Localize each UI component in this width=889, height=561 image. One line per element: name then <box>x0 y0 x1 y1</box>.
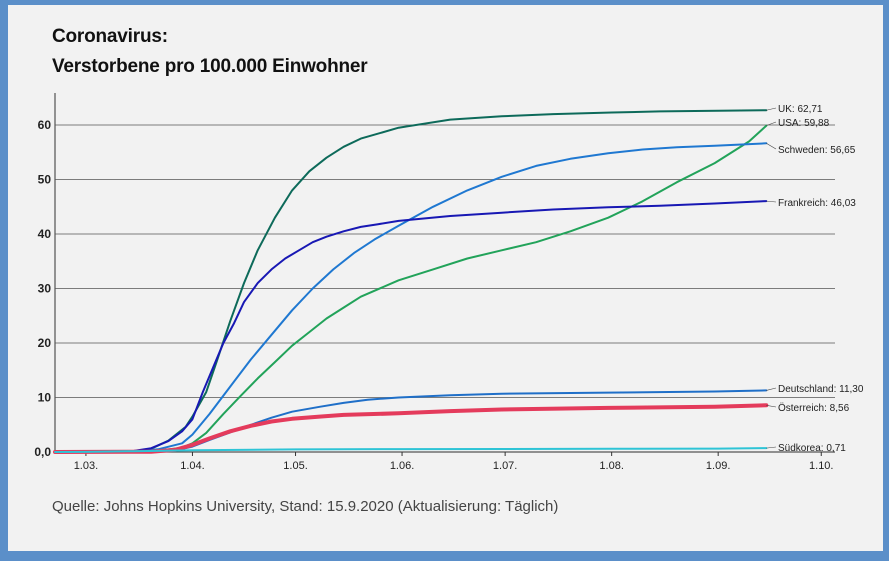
y-tick-label: 40 <box>38 227 52 241</box>
x-tick-label: 1.04. <box>180 460 204 472</box>
series-line-frankreich <box>54 200 768 453</box>
series-lines <box>53 109 769 454</box>
label-leader <box>766 405 777 408</box>
series-label-uk: UK: 62,71 <box>778 104 823 115</box>
chart-card <box>8 5 883 551</box>
y-tick-label: 10 <box>38 391 52 405</box>
chart-subtitle: Verstorbene pro 100.000 Einwohner <box>52 56 368 77</box>
label-leader <box>766 446 777 449</box>
y-tick-label: 50 <box>38 173 52 187</box>
series-label-schweden: Schweden: 56,65 <box>778 145 856 156</box>
y-tick-label: 60 <box>38 118 52 132</box>
series-label-südkorea: Südkorea: 0,71 <box>778 443 846 454</box>
x-tick-label: 1.07. <box>493 460 517 472</box>
x-axis: 1.03. 1.04. 1.05. 1.06. 1.07. 1.08. 1.09. 1.10. <box>74 452 833 472</box>
x-tick-label: 1.05. <box>283 460 307 472</box>
y-axis: 0,0 10 20 30 40 50 60 <box>34 118 51 459</box>
label-leader <box>766 200 777 203</box>
x-tick-label: 1.09. <box>706 460 730 472</box>
series-line-südkorea <box>54 447 768 453</box>
label-leader <box>766 107 777 111</box>
series-label-österreich: Österreich: 8,56 <box>778 402 850 414</box>
x-tick-label: 1.08. <box>599 460 623 472</box>
source-note: Quelle: Johns Hopkins University, Stand:… <box>52 498 559 515</box>
label-leader <box>766 121 777 126</box>
series-line-uk <box>54 109 768 453</box>
series-labels: UK: 62,71 USA: 59,88 Schweden: 56,65 Frankr… <box>766 104 864 454</box>
series-line-österreich <box>53 403 769 454</box>
series-label-usa: USA: 59,88 <box>778 118 830 129</box>
y-tick-label: 30 <box>38 282 52 296</box>
grid-lines <box>54 93 835 453</box>
label-leader <box>766 142 777 150</box>
label-leader <box>766 387 777 391</box>
x-tick-label: 1.03. <box>74 460 98 472</box>
series-label-deutschland: Deutschland: 11,30 <box>778 384 864 395</box>
y-tick-label: 0,0 <box>34 445 51 459</box>
chart-title: Coronavirus: <box>52 26 168 47</box>
x-tick-label: 1.10. <box>809 460 833 472</box>
series-label-frankreich: Frankreich: 46,03 <box>778 198 856 209</box>
series-line-schweden <box>54 142 768 453</box>
y-tick-label: 20 <box>38 336 52 350</box>
x-tick-label: 1.06. <box>390 460 414 472</box>
